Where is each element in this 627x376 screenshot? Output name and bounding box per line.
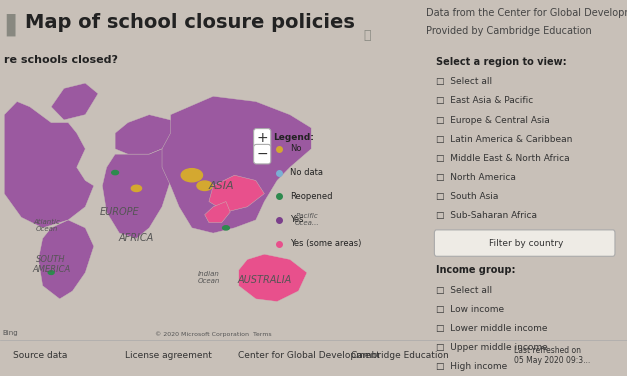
Polygon shape <box>4 102 94 228</box>
Text: Source data: Source data <box>13 351 67 360</box>
Text: □  Low income: □ Low income <box>436 305 505 314</box>
Text: □  High income: □ High income <box>436 362 508 371</box>
Text: □  Sub-Saharan Africa: □ Sub-Saharan Africa <box>436 211 537 220</box>
Circle shape <box>197 181 213 191</box>
Polygon shape <box>51 83 98 120</box>
Text: Yes: Yes <box>290 215 303 224</box>
Text: ⓘ: ⓘ <box>364 29 371 41</box>
Text: ASIA: ASIA <box>209 181 234 191</box>
Circle shape <box>48 271 54 274</box>
Text: □  Latin America & Caribbean: □ Latin America & Caribbean <box>436 135 573 144</box>
Circle shape <box>223 226 229 230</box>
Text: Cambridge Education: Cambridge Education <box>351 351 449 360</box>
Text: Reopened: Reopened <box>290 192 332 201</box>
Polygon shape <box>162 96 311 233</box>
Text: AUSTRALIA: AUSTRALIA <box>237 276 292 285</box>
Text: Legend:: Legend: <box>273 133 314 142</box>
Polygon shape <box>38 220 94 299</box>
Text: Income group:: Income group: <box>436 265 516 275</box>
Text: □  Select all: □ Select all <box>436 286 493 295</box>
Text: □  Upper middle income: □ Upper middle income <box>436 343 548 352</box>
Text: Map of school closure policies: Map of school closure policies <box>25 13 355 32</box>
Text: EUROPE: EUROPE <box>100 207 139 217</box>
Text: □  North America: □ North America <box>436 173 516 182</box>
Text: SOUTH
AMERICA: SOUTH AMERICA <box>32 255 70 274</box>
Text: License agreement: License agreement <box>125 351 213 360</box>
Text: Filter by country: Filter by country <box>490 239 564 247</box>
Text: −: − <box>256 147 268 161</box>
Text: AFRICA: AFRICA <box>119 233 154 243</box>
Text: No data: No data <box>290 168 323 177</box>
Text: □  Select all: □ Select all <box>436 77 493 86</box>
Text: Provided by Cambridge Education: Provided by Cambridge Education <box>426 26 592 36</box>
Text: □  East Asia & Pacific: □ East Asia & Pacific <box>436 97 534 105</box>
Text: Data from the Center for Global Development: Data from the Center for Global Developm… <box>426 8 627 18</box>
Text: Center for Global Development: Center for Global Development <box>238 351 380 360</box>
Text: © 2020 Microsoft Corporation  Terms: © 2020 Microsoft Corporation Terms <box>155 331 271 337</box>
Text: re schools closed?: re schools closed? <box>4 55 119 65</box>
Text: Pacific
Ocea...: Pacific Ocea... <box>295 214 319 226</box>
Text: □  Lower middle income: □ Lower middle income <box>436 324 548 333</box>
Text: Last refreshed on
05 May 2020 09:3...: Last refreshed on 05 May 2020 09:3... <box>514 346 591 365</box>
Circle shape <box>112 170 119 175</box>
Text: Select a region to view:: Select a region to view: <box>436 57 567 67</box>
FancyBboxPatch shape <box>435 230 615 256</box>
Text: Indian
Ocean: Indian Ocean <box>198 271 220 284</box>
Text: No: No <box>290 144 302 153</box>
Text: +: + <box>256 131 268 146</box>
Text: Atlantic
Ocean: Atlantic Ocean <box>33 219 60 232</box>
Circle shape <box>181 169 203 182</box>
Text: □  Europe & Central Asia: □ Europe & Central Asia <box>436 115 550 124</box>
Circle shape <box>131 185 142 191</box>
Polygon shape <box>209 175 265 212</box>
Text: □  South Asia: □ South Asia <box>436 192 498 201</box>
Polygon shape <box>239 254 307 302</box>
Text: Bing: Bing <box>2 330 18 336</box>
Text: □  Middle East & North Africa: □ Middle East & North Africa <box>436 154 570 163</box>
Polygon shape <box>115 115 183 154</box>
Text: ▌: ▌ <box>6 14 23 36</box>
Polygon shape <box>204 202 230 223</box>
Text: Yes (some areas): Yes (some areas) <box>290 239 361 248</box>
Polygon shape <box>102 149 171 238</box>
